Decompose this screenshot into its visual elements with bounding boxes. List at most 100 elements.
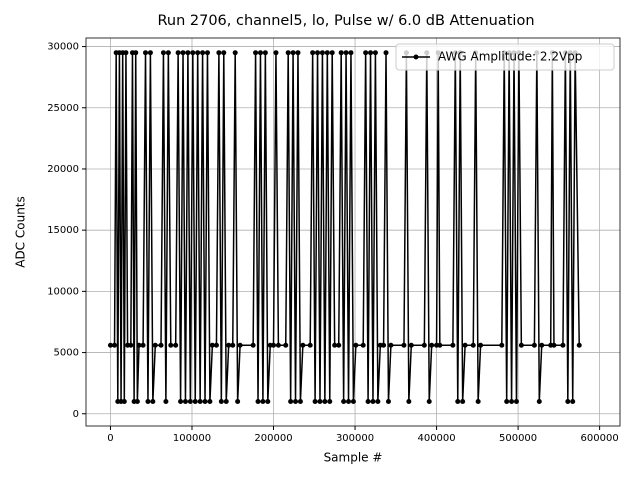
data-point	[332, 342, 338, 348]
data-point	[107, 342, 113, 348]
x-tick-label: 100000	[173, 433, 211, 444]
data-point	[293, 399, 299, 405]
data-point	[288, 399, 294, 405]
x-tick-label: 500000	[499, 433, 537, 444]
data-point	[209, 342, 215, 348]
data-point	[372, 50, 378, 56]
data-point	[350, 399, 356, 405]
chart-title: Run 2706, channel5, lo, Pulse w/ 6.0 dB …	[157, 13, 534, 29]
data-point	[478, 342, 484, 348]
data-point	[158, 342, 164, 348]
data-point	[421, 342, 427, 348]
data-point	[560, 342, 566, 348]
data-point	[123, 50, 129, 56]
data-point	[300, 342, 306, 348]
data-point	[218, 399, 224, 405]
data-point	[180, 50, 186, 56]
data-point	[346, 399, 352, 405]
data-point	[518, 342, 524, 348]
data-point	[262, 50, 268, 56]
data-point	[426, 399, 432, 405]
legend: AWG Amplitude: 2.2Vpp	[395, 43, 615, 71]
data-point	[165, 50, 171, 56]
y-tick-label: 10000	[47, 286, 79, 297]
data-point	[319, 50, 325, 56]
data-point	[315, 50, 321, 56]
data-point	[499, 342, 505, 348]
data-point	[565, 399, 571, 405]
legend-box	[395, 43, 615, 71]
data-point	[145, 399, 151, 405]
data-point	[133, 50, 139, 56]
data-point	[195, 50, 201, 56]
data-point	[187, 399, 193, 405]
data-point	[285, 50, 291, 56]
data-point	[257, 50, 263, 56]
data-point	[223, 399, 229, 405]
data-point	[383, 50, 389, 56]
data-point	[178, 399, 184, 405]
data-point	[307, 342, 313, 348]
data-point	[470, 342, 476, 348]
data-point	[570, 399, 576, 405]
data-point	[370, 399, 376, 405]
data-point	[536, 399, 542, 405]
data-point	[338, 50, 344, 56]
data-point	[297, 399, 303, 405]
data-point	[336, 342, 342, 348]
data-point	[260, 399, 266, 405]
data-point	[230, 342, 236, 348]
data-point	[353, 342, 359, 348]
data-point	[295, 50, 301, 56]
data-point	[450, 342, 456, 348]
x-tick-label: 200000	[254, 433, 292, 444]
data-point	[207, 399, 213, 405]
data-point	[265, 399, 271, 405]
data-point	[576, 342, 582, 348]
data-point	[175, 50, 181, 56]
data-point	[343, 50, 349, 56]
data-point	[216, 50, 222, 56]
data-point	[121, 399, 127, 405]
data-point	[226, 342, 232, 348]
data-point	[365, 399, 371, 405]
y-tick-label: 25000	[47, 103, 79, 114]
data-point	[185, 50, 191, 56]
data-point	[408, 342, 414, 348]
data-point	[348, 50, 354, 56]
y-tick-label: 5000	[54, 348, 79, 359]
data-point	[475, 399, 481, 405]
data-point	[460, 399, 466, 405]
data-point	[360, 342, 366, 348]
x-tick-label: 300000	[336, 433, 374, 444]
data-point	[329, 50, 335, 56]
data-point	[112, 342, 118, 348]
x-tick-label: 400000	[417, 433, 455, 444]
data-point	[381, 342, 387, 348]
data-point	[341, 399, 347, 405]
data-point	[455, 399, 461, 405]
x-tick-label: 600000	[581, 433, 619, 444]
data-point	[128, 342, 134, 348]
data-point	[368, 50, 374, 56]
data-point	[531, 342, 537, 348]
data-point	[163, 399, 169, 405]
data-point	[221, 50, 227, 56]
data-point	[401, 342, 407, 348]
axes-frame	[85, 37, 621, 427]
data-point	[283, 342, 289, 348]
data-point	[136, 342, 142, 348]
data-point	[273, 50, 279, 56]
data-point	[539, 342, 545, 348]
data-point	[385, 399, 391, 405]
data-point	[324, 50, 330, 56]
legend-marker	[413, 54, 419, 60]
data-point	[429, 342, 435, 348]
data-point	[192, 399, 198, 405]
data-point	[232, 50, 238, 56]
data-point	[250, 342, 256, 348]
x-axis-label: Sample #	[324, 451, 383, 465]
data-point	[147, 50, 153, 56]
